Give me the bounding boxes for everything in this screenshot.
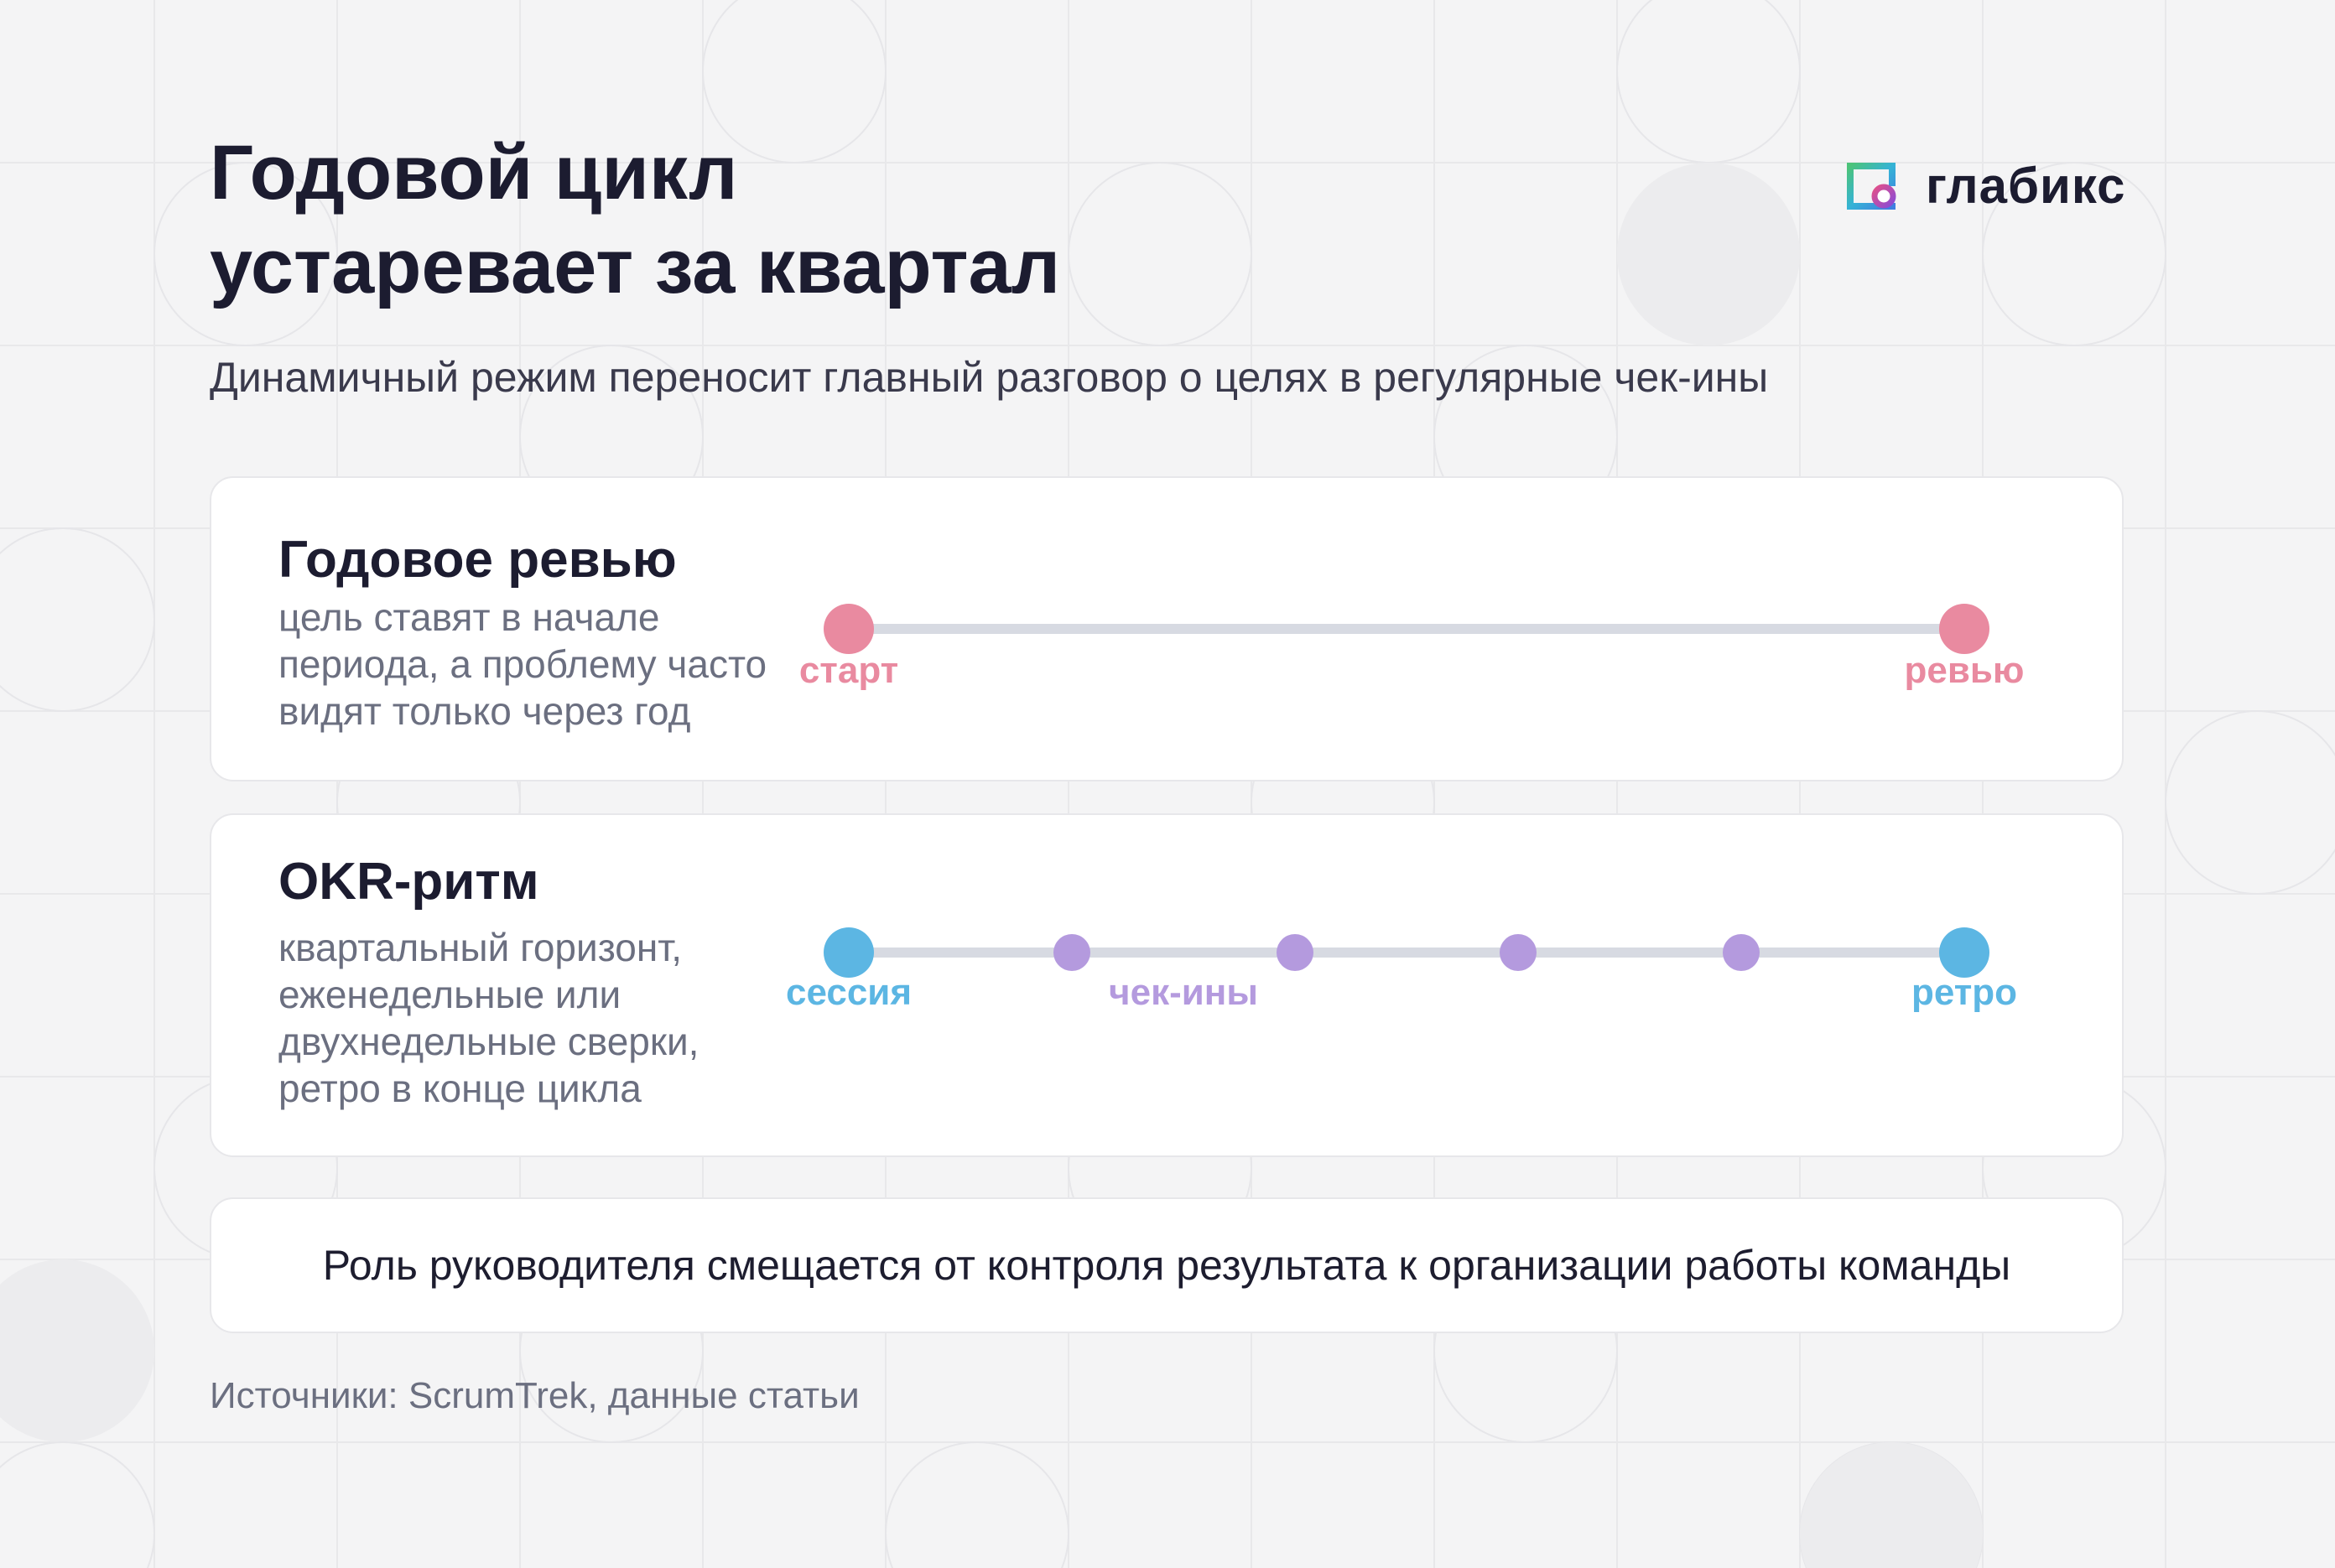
annual-desc-line: видят только через год — [278, 689, 691, 733]
timeline-label: старт — [799, 650, 898, 691]
title-line-2: устаревает за квартал — [210, 224, 1061, 309]
timeline-point — [1053, 934, 1090, 971]
okr-desc-line: квартальный горизонт, — [278, 926, 683, 969]
logo-text: глабикс — [1926, 157, 2126, 214]
timeline-point — [824, 604, 874, 654]
timeline-point — [1277, 934, 1313, 971]
timeline-point — [1723, 934, 1760, 971]
okr-rhythm-description: квартальный горизонт, еженедельные или д… — [278, 924, 815, 1112]
annual-review-description: цель ставят в начале периода, а проблему… — [278, 594, 815, 735]
conclusion-text: Роль руководителя смещается от контроля … — [322, 1242, 2011, 1289]
source-note: Источники: ScrumTrek, данные статьи — [210, 1375, 860, 1416]
timeline-point — [824, 927, 874, 978]
okr-rhythm-title: OKR-ритм — [278, 853, 539, 911]
timeline-point — [1500, 934, 1537, 971]
checkins-group-label: чек-ины — [1109, 972, 1258, 1013]
okr-desc-line: еженедельные или — [278, 973, 621, 1016]
annual-review-card: Годовое ревью цель ставят в начале перио… — [210, 476, 2124, 781]
timeline-label: ревью — [1904, 650, 2024, 691]
subtitle: Динамичный режим переносит главный разго… — [210, 354, 1769, 401]
timeline-point — [1939, 604, 1989, 654]
conclusion-card: Роль руководителя смещается от контроля … — [210, 1197, 2124, 1333]
timeline-point — [1939, 927, 1989, 978]
brand-logo: глабикс — [1845, 156, 2126, 215]
okr-desc-line: двухнедельные сверки, — [278, 1020, 699, 1063]
timeline-label: ретро — [1911, 972, 2017, 1013]
annual-desc-line: цель ставят в начале — [278, 595, 660, 639]
title-line-1: Годовой цикл — [210, 130, 738, 215]
timeline-label: сессия — [786, 972, 912, 1013]
glabix-logo-icon — [1847, 163, 1896, 210]
page-title: Годовой цикл устаревает за квартал — [210, 126, 1636, 314]
okr-rhythm-card: OKR-ритм квартальный горизонт, еженедель… — [210, 813, 2124, 1157]
okr-desc-line: ретро в конце цикла — [278, 1067, 642, 1110]
okr-timeline: сессия ретро чек-ины — [786, 927, 2017, 1013]
annual-timeline: старт ревью — [799, 604, 2025, 691]
annual-review-title: Годовое ревью — [278, 531, 677, 589]
annual-desc-line: периода, а проблему часто — [278, 642, 767, 686]
